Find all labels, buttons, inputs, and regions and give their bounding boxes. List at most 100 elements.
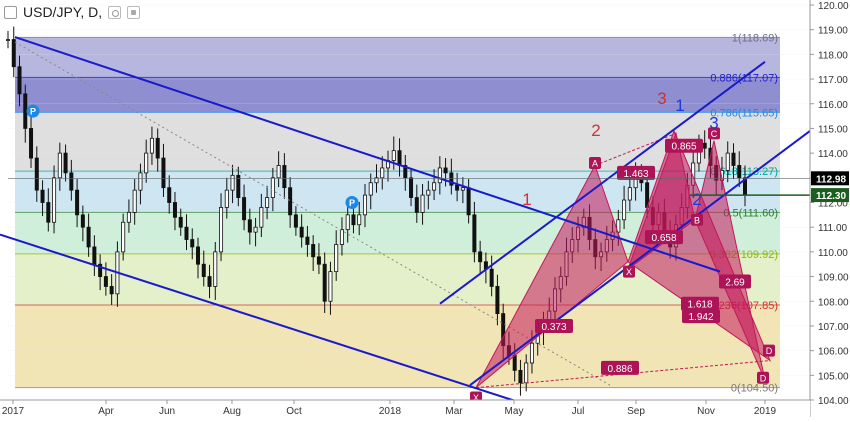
candle-body <box>23 93 28 129</box>
candle-body <box>265 197 270 208</box>
price-tag <box>811 171 849 186</box>
candle-body <box>126 211 131 223</box>
y-tick-label: 114.00 <box>818 149 848 160</box>
candle-body <box>288 187 293 216</box>
candle-body <box>46 202 51 223</box>
pattern-point-label: C <box>711 129 718 139</box>
channel-line-4[interactable] <box>469 130 811 386</box>
ratio-label: 0.658 <box>651 233 676 244</box>
candle-body <box>17 66 22 95</box>
candle-body <box>622 199 627 221</box>
y-tick-label: 105.00 <box>818 371 849 382</box>
candle-body <box>460 187 465 191</box>
candle-body <box>322 263 327 302</box>
candle-body <box>69 172 74 191</box>
price-tag-label: 112.30 <box>816 191 846 202</box>
candle-body <box>374 177 379 184</box>
y-tick-label: 107.00 <box>818 322 849 333</box>
channel-line-1[interactable] <box>14 36 721 273</box>
candle-body <box>167 187 172 203</box>
x-tick-label: Mar <box>445 406 463 417</box>
candle-body <box>52 177 57 223</box>
candle-body <box>161 157 166 189</box>
candle-body <box>737 165 742 179</box>
pattern-point-marker <box>763 344 775 357</box>
candle-body <box>80 214 85 228</box>
candle-body <box>449 172 454 186</box>
ratio-label: 0.865 <box>671 142 696 153</box>
y-tick-label: 116.00 <box>818 100 848 111</box>
candle-body <box>270 177 275 198</box>
y-tick-label: 120.00 <box>818 1 849 12</box>
candle-body <box>368 182 373 196</box>
y-tick-label: 119.00 <box>818 26 848 37</box>
pattern-point-label: X <box>473 393 479 403</box>
harmonic-triangle-bcd-2 <box>694 140 766 381</box>
x-tick-label: 2018 <box>379 406 402 417</box>
candle-body <box>426 189 431 196</box>
candle-body <box>299 226 304 238</box>
candle-body <box>98 263 103 277</box>
pattern-point-marker <box>708 127 720 140</box>
candle-body <box>155 137 160 159</box>
candle-body <box>432 182 437 191</box>
candle-body <box>242 197 247 221</box>
candle-body <box>121 221 126 253</box>
candle-body <box>420 194 425 213</box>
wave-label: 3 <box>657 89 666 108</box>
collapse-icon[interactable] <box>4 5 17 19</box>
candle-body <box>178 216 183 228</box>
candle-body <box>328 271 333 302</box>
symbol-label[interactable]: USD/JPY, D, <box>23 4 103 20</box>
candle-body <box>524 362 529 384</box>
wave-label: 1 <box>522 190 531 209</box>
x-tick-label: Jul <box>572 406 585 417</box>
ratio-label-box <box>601 360 639 375</box>
candle-body <box>11 39 16 68</box>
gear-settings-icon[interactable] <box>127 5 141 19</box>
candle-body <box>196 246 201 265</box>
candle-body <box>34 157 39 191</box>
candle-body <box>702 142 707 149</box>
candle-body <box>75 189 80 216</box>
ratio-label-box <box>665 138 703 153</box>
candle-body <box>529 342 534 364</box>
wave-label: 1 <box>675 96 684 115</box>
channel-line-3[interactable] <box>439 60 766 305</box>
candle-body <box>219 207 224 253</box>
fib-band <box>15 304 780 388</box>
candle-body <box>397 150 402 166</box>
candle-body <box>316 256 321 265</box>
ratio-label: 0.373 <box>541 322 566 333</box>
price-axis-background <box>810 0 850 417</box>
pivot-marker <box>26 104 40 118</box>
ratio-label: 1.463 <box>623 169 648 180</box>
candle-body <box>57 152 62 179</box>
circle-settings-icon[interactable] <box>108 5 122 19</box>
fib-band <box>15 77 780 113</box>
x-tick-label: Sep <box>627 406 645 417</box>
x-tick-label: Aug <box>223 406 241 417</box>
ratio-label-box <box>682 309 720 324</box>
fib-band <box>15 112 780 172</box>
candle-body <box>627 187 632 201</box>
candle-body <box>144 152 149 174</box>
candle-body <box>149 137 154 154</box>
candle-body <box>311 244 316 258</box>
channel-line-2[interactable] <box>0 233 521 404</box>
ratio-label: 2.69 <box>725 278 745 289</box>
y-tick-label: 109.00 <box>818 273 849 284</box>
pattern-point-label: D <box>760 373 767 383</box>
x-tick-label: Jun <box>159 406 175 417</box>
candle-body <box>518 369 523 384</box>
fib-level-label: 0.786(115.65) <box>710 107 778 119</box>
pattern-point-marker <box>757 371 769 384</box>
wave-label: 2 <box>591 121 600 140</box>
candle-body <box>293 214 298 228</box>
chart-header: USD/JPY, D, <box>0 0 141 24</box>
ratio-label: 1.618 <box>687 300 712 311</box>
candle-body <box>466 187 471 216</box>
y-tick-label: 104.00 <box>818 396 849 407</box>
pivot-marker <box>345 196 359 209</box>
